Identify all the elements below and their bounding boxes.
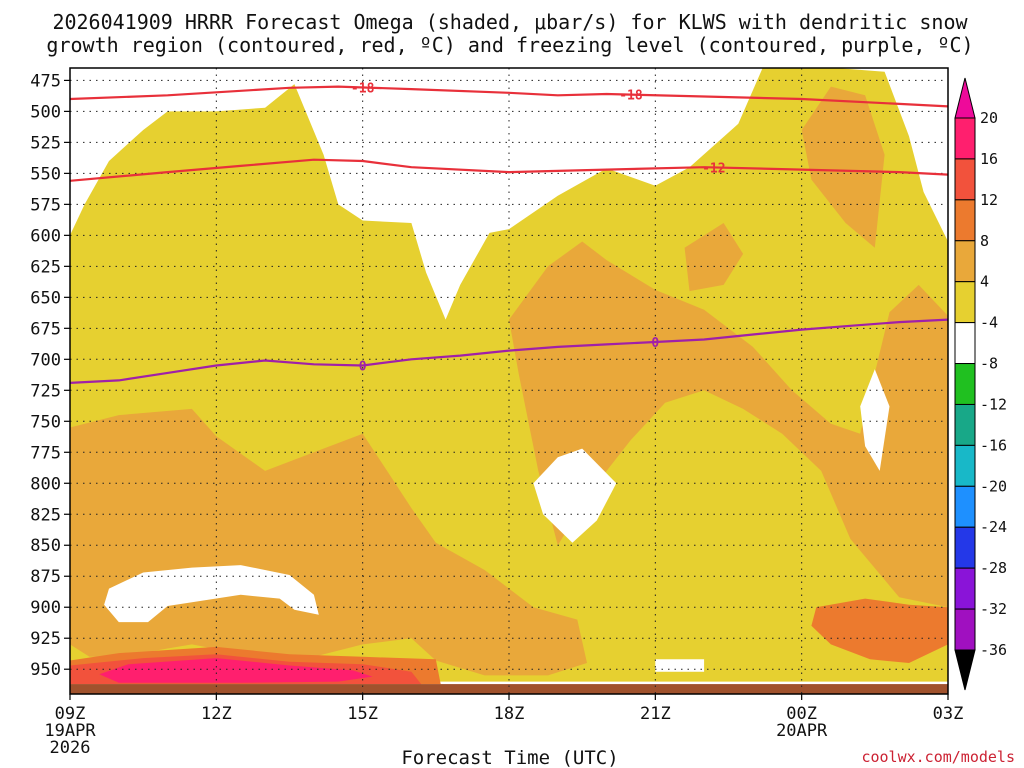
- dgz-top-contour: [69, 85, 949, 108]
- colorbar-label-0: 20: [980, 109, 998, 127]
- x-tick-label-09Z: 09Z: [55, 704, 86, 724]
- title-line-2: growth region (contoured, red, ºC) and f…: [46, 33, 973, 57]
- y-axis: 475 500 525 550 575 600 625 650 675 700 725 750 775 8…: [30, 71, 70, 680]
- colorbar-label-7: -12: [980, 395, 1007, 413]
- dgz-bottom-contour: [69, 158, 949, 182]
- colorbar-label-1: 16: [980, 150, 998, 168]
- colorbar-label-11: -28: [980, 559, 1007, 577]
- dgz-bottom-label-0: -12: [702, 161, 725, 176]
- y-tick-label-875: 875: [30, 567, 61, 587]
- colorbar-swatch-3: [954, 240, 976, 283]
- colorbar-swatch-9: [954, 485, 976, 528]
- colorbar-label-4: 4: [980, 273, 989, 291]
- x-axis-label: Forecast Time (UTC): [401, 747, 618, 768]
- x-tick-label-12Z: 12Z: [201, 704, 232, 724]
- y-tick-label-575: 575: [30, 195, 61, 215]
- contour-lines: -18 -18 -12 0 0: [69, 81, 949, 384]
- y-tick-label-950: 950: [30, 660, 61, 680]
- freezing-level-label-0: 0: [359, 360, 367, 375]
- colorbar-swatch-7: [954, 403, 976, 446]
- colorbar-bottom-arrow: [954, 649, 976, 691]
- y-tick-label-750: 750: [30, 412, 61, 432]
- dgz-top-label-1: -18: [619, 89, 643, 104]
- x-tick-label-18Z: 18Z: [494, 704, 525, 724]
- y-tick-label-850: 850: [30, 536, 61, 556]
- colorbar-swatch-12: [954, 608, 976, 651]
- y-tick-label-550: 550: [30, 164, 61, 184]
- omega-over-20-region: [99, 658, 373, 683]
- terrain-layer: [70, 684, 948, 694]
- colorbar-swatch-10: [954, 526, 976, 569]
- x-tick-label-00Z: 00Z: [786, 704, 817, 724]
- colorbar-swatch-2: [954, 199, 976, 242]
- colorbar-label-6: -8: [980, 355, 998, 373]
- y-tick-label-700: 700: [30, 350, 61, 370]
- y-tick-label-625: 625: [30, 257, 61, 277]
- colorbar-swatch-5: [954, 322, 976, 365]
- x-tick-date-15: 20APR: [776, 721, 828, 741]
- x-tick-label-15Z: 15Z: [347, 704, 378, 724]
- x-tick-label-21Z: 21Z: [640, 704, 671, 724]
- omega-8-12-lower-region: [70, 408, 587, 676]
- omega-4-minus4-mid-region: [533, 448, 617, 543]
- y-tick-label-900: 900: [30, 598, 61, 618]
- colorbar-label-10: -24: [980, 518, 1007, 536]
- terrain-strip: [70, 684, 948, 694]
- colorbar-label-9: -20: [980, 477, 1007, 495]
- colorbar-label-3: 8: [980, 232, 989, 250]
- y-tick-label-525: 525: [30, 133, 61, 153]
- colorbar-swatch-6: [954, 363, 976, 405]
- colorbar-label-13: -36: [980, 641, 1007, 659]
- y-tick-label-800: 800: [30, 474, 61, 494]
- y-tick-label-675: 675: [30, 319, 61, 339]
- colorbar-swatch-4: [954, 281, 976, 324]
- y-tick-label-925: 925: [30, 629, 61, 649]
- colorbar-swatch-8: [954, 444, 976, 487]
- credit-text: coolwx.com/models: [861, 748, 1015, 766]
- omega-8-12-upper-right-region: [801, 86, 885, 248]
- colorbar-top-arrow: [954, 77, 976, 119]
- y-tick-label-500: 500: [30, 102, 61, 122]
- freezing-level-label-1: 0: [651, 336, 659, 351]
- y-tick-label-475: 475: [30, 71, 61, 91]
- x-tick-date-0: 19APR: [44, 721, 96, 741]
- plot-area: -18 -18 -12 0 0: [69, 67, 949, 695]
- omega-8-12-upper-small-region: [684, 223, 744, 292]
- colorbar-swatch-11: [954, 567, 976, 610]
- omega-4-minus4-low-region: [104, 565, 319, 623]
- y-tick-label-725: 725: [30, 381, 61, 401]
- x-tick-year-0: 2026: [50, 738, 91, 758]
- colorbar-label-2: 12: [980, 191, 998, 209]
- x-tick-label-03Z: 03Z: [933, 704, 964, 724]
- title-line-1: 2026041909 HRRR Forecast Omega (shaded, …: [52, 10, 968, 34]
- dgz-top-label-0: -18: [351, 81, 375, 96]
- colorbar-swatch-1: [954, 158, 976, 201]
- omega-4-minus4-right-region: [860, 369, 890, 471]
- colorbar-label-5: -4: [980, 314, 998, 332]
- y-tick-label-650: 650: [30, 288, 61, 308]
- omega-8-12-upper-mid-region: [509, 241, 948, 608]
- omega-12-16-right-region: [811, 598, 948, 663]
- freezing-level-contour: [69, 318, 949, 384]
- colorbar-label-8: -16: [980, 436, 1007, 454]
- y-tick-label-775: 775: [30, 443, 61, 463]
- y-tick-label-825: 825: [30, 505, 61, 525]
- colorbar-label-12: -32: [980, 600, 1007, 618]
- omega-4-minus4-patch-region: [655, 659, 705, 672]
- colorbar: 20 16 12 8 4 -4 -8 -12 -16 -20 -24 -28 -32 -36: [954, 77, 1007, 691]
- colorbar-swatch-0: [954, 117, 976, 160]
- y-tick-label-600: 600: [30, 226, 61, 246]
